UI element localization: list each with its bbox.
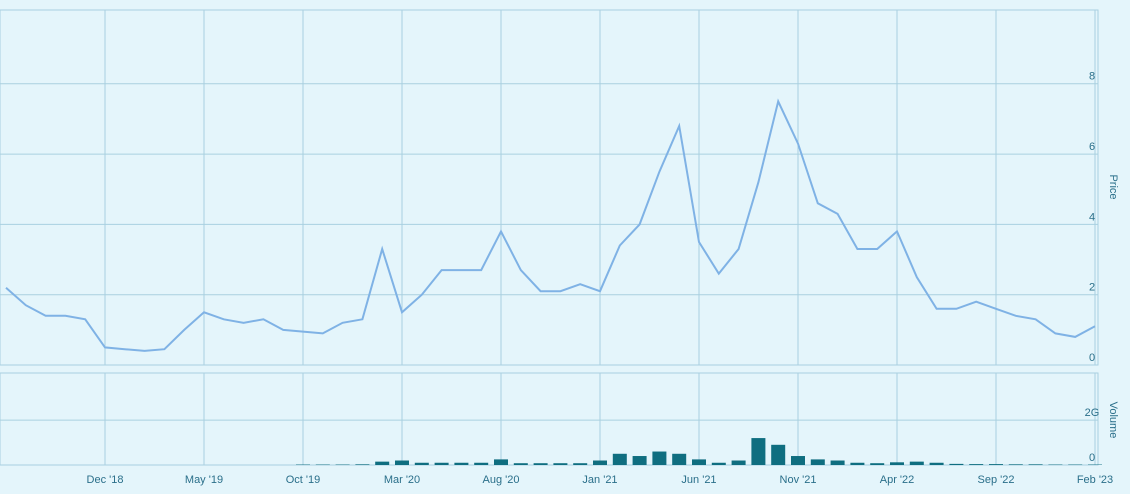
volume-bar xyxy=(1028,464,1043,465)
volume-bar xyxy=(573,463,588,465)
volume-bar xyxy=(395,460,409,465)
y-tick-label: 0 xyxy=(1089,352,1095,364)
volume-bar xyxy=(494,459,508,465)
volume-bar xyxy=(652,451,667,465)
y-tick-label: 2 xyxy=(1089,282,1095,294)
volume-bar xyxy=(890,462,904,465)
x-tick-label: Mar '20 xyxy=(384,474,420,486)
volume-bar xyxy=(870,463,885,465)
volume-bar xyxy=(989,464,1003,465)
x-tick-label: Jan '21 xyxy=(582,474,617,486)
y-tick-label: 2G xyxy=(1085,407,1100,419)
x-tick-label: May '19 xyxy=(185,474,223,486)
volume-bar xyxy=(969,464,984,465)
volume-bar xyxy=(375,461,390,465)
price-axis-title: Price xyxy=(1107,174,1119,199)
price-line xyxy=(5,98,1096,352)
x-tick-label: Feb '23 xyxy=(1077,474,1113,486)
volume-bar xyxy=(692,459,706,465)
x-tick-label: Apr '22 xyxy=(880,474,915,486)
volume-bar xyxy=(513,463,528,465)
volume-bar xyxy=(434,462,449,465)
volume-axis-title: Volume xyxy=(1107,402,1119,439)
volume-bar xyxy=(810,459,825,465)
volume-bar xyxy=(711,462,726,465)
y-tick-label: 0 xyxy=(1089,452,1095,464)
volume-bar xyxy=(830,460,845,465)
volume-bar xyxy=(474,462,489,465)
volume-bar xyxy=(553,463,568,465)
volume-bar xyxy=(632,456,647,465)
x-tick-label: Sep '22 xyxy=(978,474,1015,486)
volume-bar xyxy=(1008,464,1023,465)
x-tick-label: Dec '18 xyxy=(87,474,124,486)
volume-bar xyxy=(949,463,964,465)
volume-bar xyxy=(751,438,766,465)
volume-bar xyxy=(909,461,924,465)
x-tick-label: Nov '21 xyxy=(780,474,817,486)
volume-bar xyxy=(454,462,469,465)
y-tick-label: 6 xyxy=(1089,141,1095,153)
volume-bar xyxy=(850,462,865,465)
y-tick-label: 8 xyxy=(1089,71,1095,83)
volume-bar xyxy=(731,460,746,465)
volume-bar xyxy=(355,464,370,465)
x-tick-label: Oct '19 xyxy=(286,474,321,486)
volume-bar xyxy=(672,453,687,465)
volume-bar xyxy=(771,444,786,465)
volume-bar xyxy=(414,462,429,465)
y-tick-label: 4 xyxy=(1089,211,1095,223)
volume-bar xyxy=(533,463,548,465)
x-tick-label: Jun '21 xyxy=(681,474,716,486)
volume-bar xyxy=(929,462,944,465)
volume-bar xyxy=(612,453,627,465)
volume-bar xyxy=(791,456,805,465)
x-tick-label: Aug '20 xyxy=(483,474,520,486)
volume-bar xyxy=(593,460,607,465)
